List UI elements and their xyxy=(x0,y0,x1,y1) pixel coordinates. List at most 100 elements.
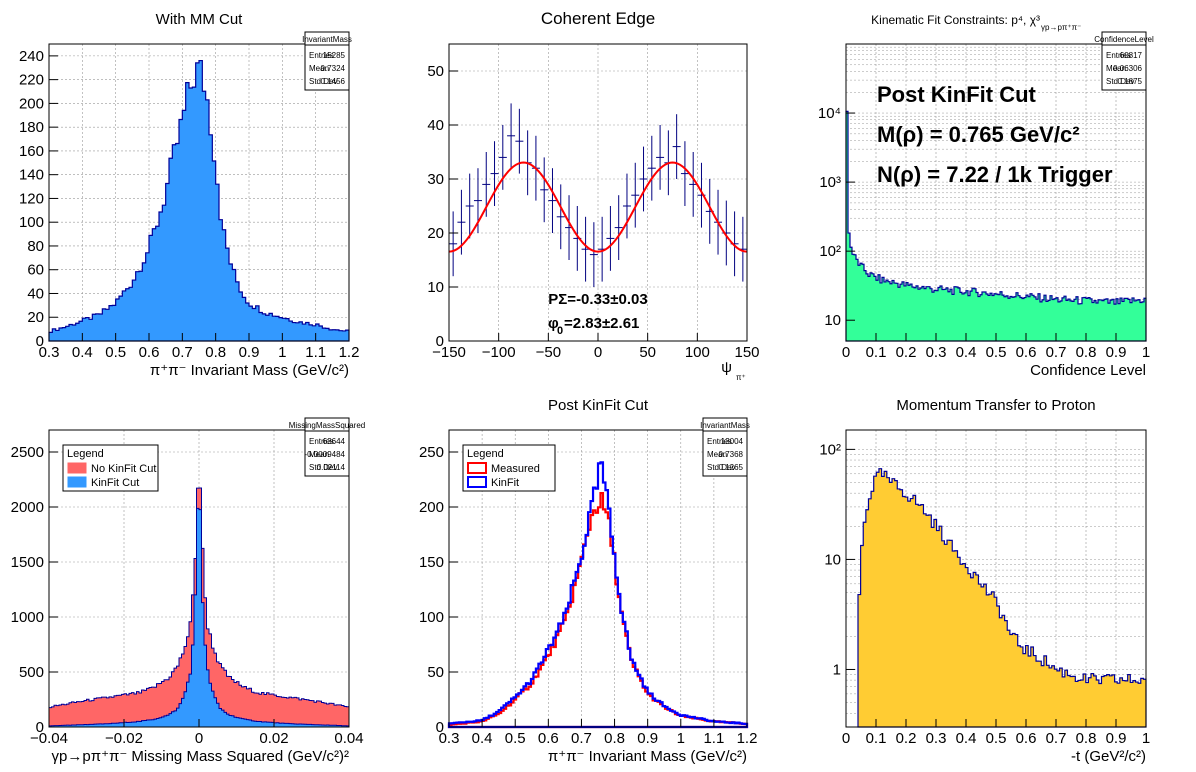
x-tick-label: 0.6 xyxy=(139,344,160,361)
stats-value-stddev: 0.1875 xyxy=(1118,77,1143,86)
fit-label-phi0-value: =2.83±2.61 xyxy=(564,315,639,332)
y-tick-label: 20 xyxy=(27,309,44,326)
x-tick-label: 0.2 xyxy=(896,730,917,747)
stats-box-name: InvariantMass xyxy=(700,421,750,430)
y-tick-label: 10² xyxy=(819,243,841,260)
y-tick-label: 500 xyxy=(19,664,44,681)
y-tick-label: 20 xyxy=(427,225,444,242)
y-tick-label: 80 xyxy=(27,238,44,255)
legend-entry: Measured xyxy=(491,463,540,475)
y-tick-label: 30 xyxy=(427,171,444,188)
y-tick-label: 40 xyxy=(427,117,444,134)
x-tick-label: −0.04 xyxy=(30,730,68,747)
legend-swatch xyxy=(67,462,87,474)
x-tick-label: 1 xyxy=(1142,344,1150,361)
y-tick-label: 220 xyxy=(19,72,44,89)
x-tick-label: 0.5 xyxy=(986,730,1007,747)
x-tick-label: −0.02 xyxy=(105,730,143,747)
histogram-bars xyxy=(845,110,1147,342)
x-tick-label: 0.9 xyxy=(1106,730,1127,747)
legend-entry: No KinFit Cut xyxy=(91,463,156,475)
y-tick-label: 0 xyxy=(36,333,44,350)
stats-label-stddev: Std Dev xyxy=(707,463,735,472)
y-tick-label: 0 xyxy=(36,719,44,736)
x-tick-label: 0.3 xyxy=(926,344,947,361)
x-tick-label: 0 xyxy=(594,344,602,361)
x-tick-label: 0.6 xyxy=(1016,344,1037,361)
y-tick-label: 50 xyxy=(427,664,444,681)
x-tick-label: −100 xyxy=(482,344,516,361)
legend-swatch xyxy=(467,476,487,488)
chart-panel-5: 0.3 0.4 0.5 0.6 0.7 0.8 0.9 1 1.1 1.2 0 50 100 150 200… xyxy=(419,397,757,765)
stats-box-frame xyxy=(304,417,350,477)
stats-box-name: MissingMassSquared xyxy=(289,421,365,430)
x-tick-label: 1 xyxy=(278,344,286,361)
legend-entry: KinFit Cut xyxy=(91,477,139,489)
annotation-3: N(ρ) = 7.22 / 1k Trigger xyxy=(877,162,1113,187)
stats-label-entries: Entries xyxy=(309,51,334,60)
x-tick-label: 0.2 xyxy=(896,344,917,361)
x-tick-label: 1.2 xyxy=(339,344,360,361)
stats-label-entries: Entries xyxy=(1106,51,1131,60)
stats-value-stddev: 0.02114 xyxy=(317,463,346,472)
chart-panel-3: 0 0.1 0.2 0.3 0.4 0.5 0.6 0.7 0.8 0.9 1 10 10² 10³ 10⁴… xyxy=(818,13,1154,379)
fit-label-phi0-sub: 0 xyxy=(557,325,563,337)
chart-title: With MM Cut xyxy=(156,11,244,28)
x-tick-label: 0.04 xyxy=(334,730,363,747)
x-tick-label: 0.7 xyxy=(1046,730,1067,747)
legend-title: Legend xyxy=(67,448,104,460)
x-tick-label: 0.3 xyxy=(39,344,60,361)
annotation-1: Post KinFit Cut xyxy=(877,82,1037,107)
x-tick-label: 0.8 xyxy=(205,344,226,361)
x-axis-label: -t (GeV²/c²) xyxy=(1071,748,1146,765)
x-tick-label: 0.5 xyxy=(505,730,526,747)
x-axis-label-subscript: π⁺ xyxy=(736,373,746,382)
x-tick-label: 0.3 xyxy=(439,730,460,747)
legend-box: Legend No KinFit Cut KinFit Cut xyxy=(62,444,159,492)
y-tick-label: 100 xyxy=(19,214,44,231)
y-tick-label: 100 xyxy=(419,609,444,626)
y-tick-label: 40 xyxy=(27,285,44,302)
y-tick-label: 10 xyxy=(824,551,841,568)
stats-value-entries: 15285 xyxy=(323,51,346,60)
y-tick-label: 200 xyxy=(419,499,444,516)
y-tick-label: 2500 xyxy=(11,444,44,461)
stats-box-name: ConfidenceLevel xyxy=(1094,35,1154,44)
stats-label-stddev: Std Dev xyxy=(309,77,337,86)
y-tick-label: 1 xyxy=(833,661,841,678)
x-tick-label: 0 xyxy=(842,344,850,361)
chart-panel-1: 0.3 0.4 0.5 0.6 0.7 0.8 0.9 1 1.1 1.2 0 20 40 60 80 100… xyxy=(19,11,359,379)
histogram-bars xyxy=(48,59,350,342)
stats-label-stddev: Std Dev xyxy=(309,463,337,472)
x-axis-label: π⁺π⁻ Invariant Mass (GeV/c²) xyxy=(548,748,747,765)
y-tick-label: 2000 xyxy=(11,499,44,516)
y-tick-label: 160 xyxy=(19,143,44,160)
y-tick-label: 240 xyxy=(19,48,44,65)
y-tick-label: 180 xyxy=(19,119,44,136)
y-tick-label: 120 xyxy=(19,190,44,207)
stats-value-entries: 63644 xyxy=(323,437,346,446)
x-tick-label: 50 xyxy=(639,344,656,361)
legend-entry: KinFit xyxy=(491,477,519,489)
y-tick-label: 200 xyxy=(19,95,44,112)
x-tick-label: 0.9 xyxy=(637,730,658,747)
x-axis-label: Confidence Level xyxy=(1030,362,1146,379)
x-tick-label: 0.8 xyxy=(1076,730,1097,747)
x-tick-label: 1.1 xyxy=(305,344,326,361)
x-axis-label: π⁺π⁻ Invariant Mass (GeV/c²) xyxy=(150,362,349,379)
stats-value-mean: -0.0009484 xyxy=(305,450,346,459)
legend-swatch xyxy=(467,462,487,474)
x-tick-label: 1.1 xyxy=(703,730,724,747)
y-tick-label: 0 xyxy=(436,333,444,350)
x-tick-label: 0.6 xyxy=(538,730,559,747)
chart-title: Coherent Edge xyxy=(541,9,655,28)
x-tick-label: 0.3 xyxy=(926,730,947,747)
stats-label-mean: Mean xyxy=(309,64,329,73)
stats-box-frame xyxy=(1101,31,1147,91)
y-tick-label: 60 xyxy=(27,262,44,279)
fit-curve xyxy=(448,161,748,253)
